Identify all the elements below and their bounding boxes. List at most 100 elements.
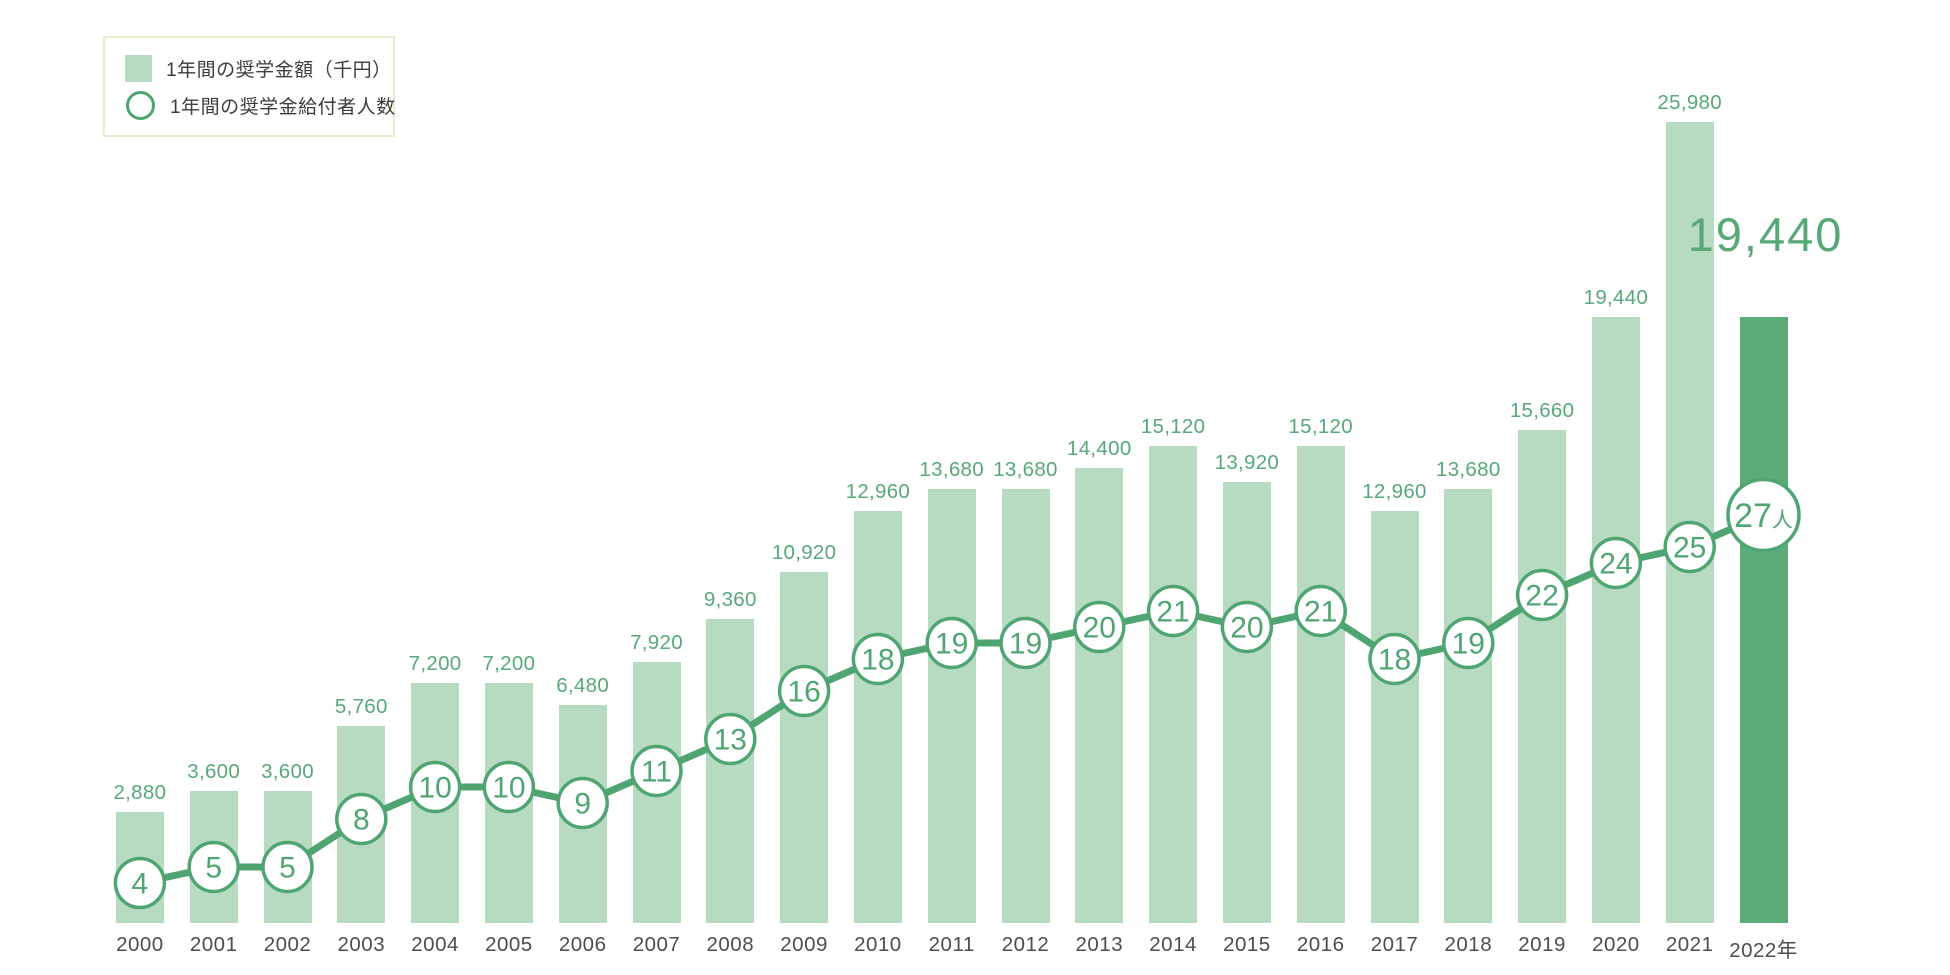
recipients-point-circle xyxy=(630,744,683,798)
recipients-point-circle xyxy=(1726,477,1801,553)
recipients-point-label: 21 xyxy=(1156,596,1189,629)
recipients-point-circle xyxy=(1442,616,1495,670)
legend-item-recipients: 1年間の奨学金給付者人数 xyxy=(125,91,395,120)
bar-value-label: 12,960 xyxy=(845,480,911,503)
legend-recipients-label: 1年間の奨学金給付者人数 xyxy=(170,97,396,118)
bar xyxy=(853,510,902,923)
recipients-point-circle xyxy=(1220,600,1274,654)
bar-highlight xyxy=(1739,317,1788,923)
bar xyxy=(1222,482,1271,923)
year-axis-label: 2001 xyxy=(189,933,238,956)
year-axis-label: 2003 xyxy=(337,933,386,956)
year-axis-label: 2013 xyxy=(1075,933,1124,956)
bar-value-label: 14,400 xyxy=(1067,436,1132,460)
bar-value-label: 10,920 xyxy=(771,541,837,564)
legend-amount-label: 1年間の奨学金額（千円） xyxy=(166,60,392,81)
circle-swatch-icon xyxy=(126,91,155,120)
recipients-point-label: 19 xyxy=(1009,628,1042,661)
year-axis-label: 2021 xyxy=(1665,933,1714,956)
bar-value-label: 25,980 xyxy=(1657,90,1722,114)
recipients-point-circle xyxy=(999,616,1052,670)
year-axis-label: 2005 xyxy=(485,933,533,956)
recipients-point-label: 10 xyxy=(492,772,525,805)
recipients-point-label: 8 xyxy=(353,804,370,837)
recipients-point-label: 13 xyxy=(714,724,747,757)
recipients-point-label: 19 xyxy=(1452,628,1485,661)
recipients-point-label: 20 xyxy=(1083,612,1116,645)
year-axis-label: 2010 xyxy=(854,933,902,956)
bar-value-label: 9,360 xyxy=(703,587,757,611)
bar-value-label: 13,680 xyxy=(1436,458,1501,482)
legend-item-amount: 1年間の奨学金額（千円） xyxy=(125,55,391,82)
bar-value-label: 13,680 xyxy=(993,458,1058,482)
bar-value-label: 6,480 xyxy=(556,673,610,697)
bar-value-label: 5,760 xyxy=(334,695,388,719)
bar xyxy=(1518,430,1567,923)
bar-value-label: 13,680 xyxy=(919,458,984,482)
year-axis-label: 2022年 xyxy=(1729,939,1798,962)
year-axis-label: 2012 xyxy=(1001,933,1050,956)
recipients-point-circle xyxy=(482,760,536,814)
recipients-point-label: 5 xyxy=(205,852,222,885)
bar-swatch-icon xyxy=(125,55,152,82)
recipients-point-label: 4 xyxy=(132,868,149,901)
year-axis-label: 2019 xyxy=(1518,933,1566,956)
recipients-point-circle xyxy=(113,856,167,910)
recipients-point-circle xyxy=(777,664,831,718)
bar-value-label: 15,120 xyxy=(1288,415,1353,439)
bar-value-label: 7,200 xyxy=(408,652,462,676)
recipients-point-circle xyxy=(187,840,240,894)
recipients-point-label: 18 xyxy=(1378,644,1411,677)
year-axis-label: 2000 xyxy=(116,933,164,956)
recipients-point-circle xyxy=(851,632,905,686)
bar-value-label: 2,880 xyxy=(113,781,167,805)
recipients-point-circle xyxy=(335,792,388,846)
year-axis-label: 2009 xyxy=(780,933,828,956)
recipients-point-label: 5 xyxy=(279,852,296,885)
recipients-point-circle xyxy=(556,776,609,830)
year-axis-label: 2020 xyxy=(1592,933,1640,956)
bar xyxy=(1149,446,1198,923)
year-axis-label: 2002 xyxy=(263,933,312,956)
year-axis-label: 2018 xyxy=(1444,933,1493,956)
recipients-point-circle xyxy=(1368,632,1421,686)
year-axis-label: 2006 xyxy=(558,933,607,956)
recipients-point-label: 22 xyxy=(1525,580,1558,613)
legend: 1年間の奨学金額（千円） 1年間の奨学金給付者人数 xyxy=(103,36,395,137)
recipients-point-circle xyxy=(1146,584,1200,638)
recipients-point-label: 16 xyxy=(787,676,820,709)
bar-value-label: 3,600 xyxy=(261,759,314,783)
recipients-point-label: 24 xyxy=(1599,548,1632,581)
recipients-point-circle xyxy=(1663,520,1716,574)
recipients-point-label: 9 xyxy=(574,788,591,821)
bar-value-label: 7,200 xyxy=(482,652,536,676)
recipients-point-circle xyxy=(1515,568,1569,622)
recipients-point-circle xyxy=(704,712,757,766)
year-axis-label: 2004 xyxy=(411,933,459,956)
recipients-point-label: 11 xyxy=(641,756,672,789)
recipients-point-circle xyxy=(408,760,462,814)
bar xyxy=(927,489,976,923)
bar xyxy=(1370,510,1419,923)
bar-value-label: 15,660 xyxy=(1509,399,1575,423)
bar xyxy=(1296,446,1345,923)
year-axis-label: 2011 xyxy=(928,933,975,956)
year-axis-label: 2014 xyxy=(1149,933,1197,956)
recipients-point-label: 18 xyxy=(861,644,894,677)
year-axis-label: 2017 xyxy=(1370,933,1419,956)
recipients-point-label: 20 xyxy=(1230,612,1263,645)
recipients-point-circle xyxy=(1073,600,1126,654)
bar xyxy=(1591,317,1640,923)
bar xyxy=(706,618,755,923)
year-axis-label: 2007 xyxy=(632,933,681,956)
year-axis-label: 2015 xyxy=(1223,933,1271,956)
recipients-point-label: 19 xyxy=(935,628,968,661)
bar xyxy=(1001,489,1050,923)
recipients-point-circle xyxy=(925,616,978,670)
bar-value-label: 3,600 xyxy=(187,759,241,783)
